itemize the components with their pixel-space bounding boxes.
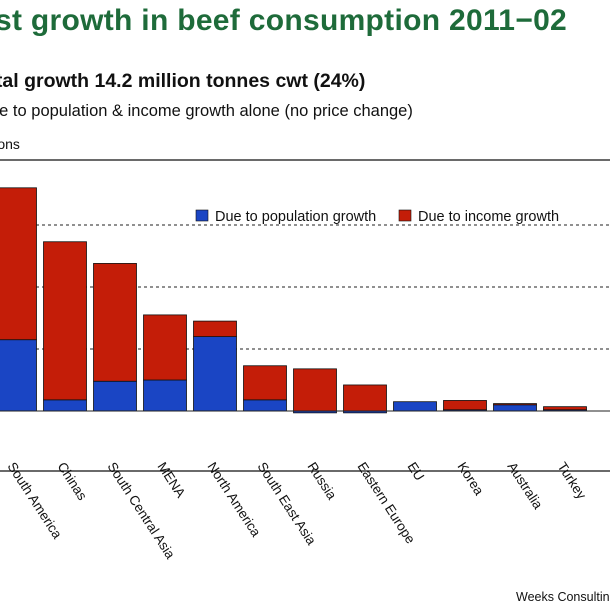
bar-income [293, 368, 337, 412]
x-tick-label: Chinas [54, 459, 90, 503]
bar-population [243, 399, 287, 412]
bar-population [493, 404, 537, 412]
x-tick-label: EU [404, 459, 427, 483]
bar-income [43, 241, 87, 401]
bar-population [43, 399, 87, 412]
bar-population [393, 401, 437, 412]
bar-population [0, 339, 37, 412]
bar-income [243, 365, 287, 401]
bar-population [93, 380, 137, 412]
y-axis-label: llions [0, 136, 20, 152]
x-tick-label: MENA [154, 459, 188, 500]
legend: Due to population growth Due to income gr… [195, 209, 559, 225]
bar-income [543, 406, 587, 411]
legend-swatch-population [195, 209, 209, 222]
axes [0, 159, 610, 472]
legend-label-income: Due to income growth [418, 209, 559, 225]
bar-income [193, 320, 237, 338]
legend-label-population: Due to population growth [215, 209, 376, 225]
bar-population [193, 336, 237, 412]
bar-income [143, 314, 187, 381]
bar-income [443, 400, 487, 411]
x-tick-label: South America [4, 459, 65, 541]
bar-income [343, 384, 387, 412]
bars [0, 187, 587, 414]
x-tick-label: Australia [504, 459, 545, 512]
x-tick-label: Korea [454, 459, 486, 498]
source-credit: Weeks Consultin [516, 590, 610, 604]
bar-income [0, 187, 37, 341]
page-title: ast growth in beef consumption 2011−02 [0, 4, 568, 37]
chart-note: ue to population & income growth alone (… [0, 102, 413, 120]
x-tick-label: Russia [304, 459, 339, 502]
bar-population [143, 379, 187, 412]
bar-income [93, 263, 137, 382]
bar-income [493, 403, 537, 406]
chart-subtitle: otal growth 14.2 million tonnes cwt (24%… [0, 70, 366, 92]
legend-swatch-income [398, 209, 412, 222]
x-tick-label: Turkey [554, 459, 589, 502]
